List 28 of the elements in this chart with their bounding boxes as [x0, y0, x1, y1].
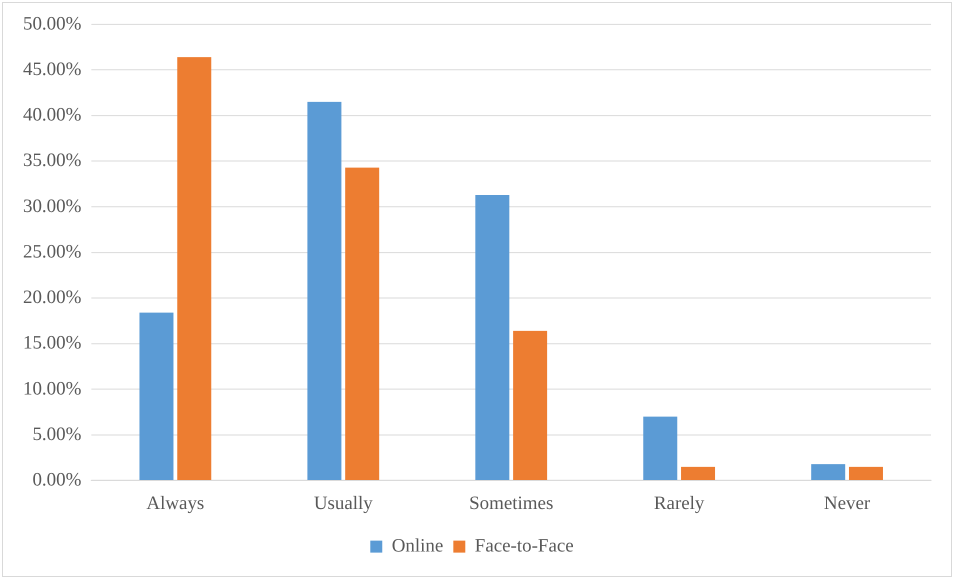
bar: [345, 168, 380, 480]
bar: [177, 57, 212, 480]
bar: [139, 312, 174, 480]
x-tick-label: Always: [146, 492, 204, 514]
y-tick-label: 50.00%: [22, 13, 82, 34]
y-tick-label: 25.00%: [22, 241, 82, 262]
x-tick-label: Never: [824, 492, 871, 514]
y-tick-label: 5.00%: [32, 424, 82, 445]
y-tick-label: 30.00%: [22, 196, 82, 217]
y-tick-label: 0.00%: [32, 470, 82, 490]
bar: [513, 330, 548, 480]
y-tick-label: 20.00%: [22, 287, 82, 308]
y-tick-label: 40.00%: [22, 104, 82, 126]
x-tick-label: Usually: [314, 492, 374, 514]
bar: [643, 416, 678, 480]
legend-label: Online: [392, 536, 444, 557]
y-tick-label: 35.00%: [22, 150, 82, 172]
bar: [475, 194, 510, 480]
bar: [681, 466, 716, 480]
x-tick-label: Rarely: [654, 492, 705, 514]
x-tick-label: Sometimes: [469, 492, 554, 514]
legend-label: Face-to-Face: [474, 536, 574, 557]
y-tick-label: 10.00%: [22, 378, 82, 400]
bar: [811, 464, 846, 480]
bar: [307, 102, 342, 480]
y-tick-label: 45.00%: [22, 58, 82, 80]
y-tick-label: 15.00%: [22, 332, 82, 354]
bar: [848, 466, 883, 480]
